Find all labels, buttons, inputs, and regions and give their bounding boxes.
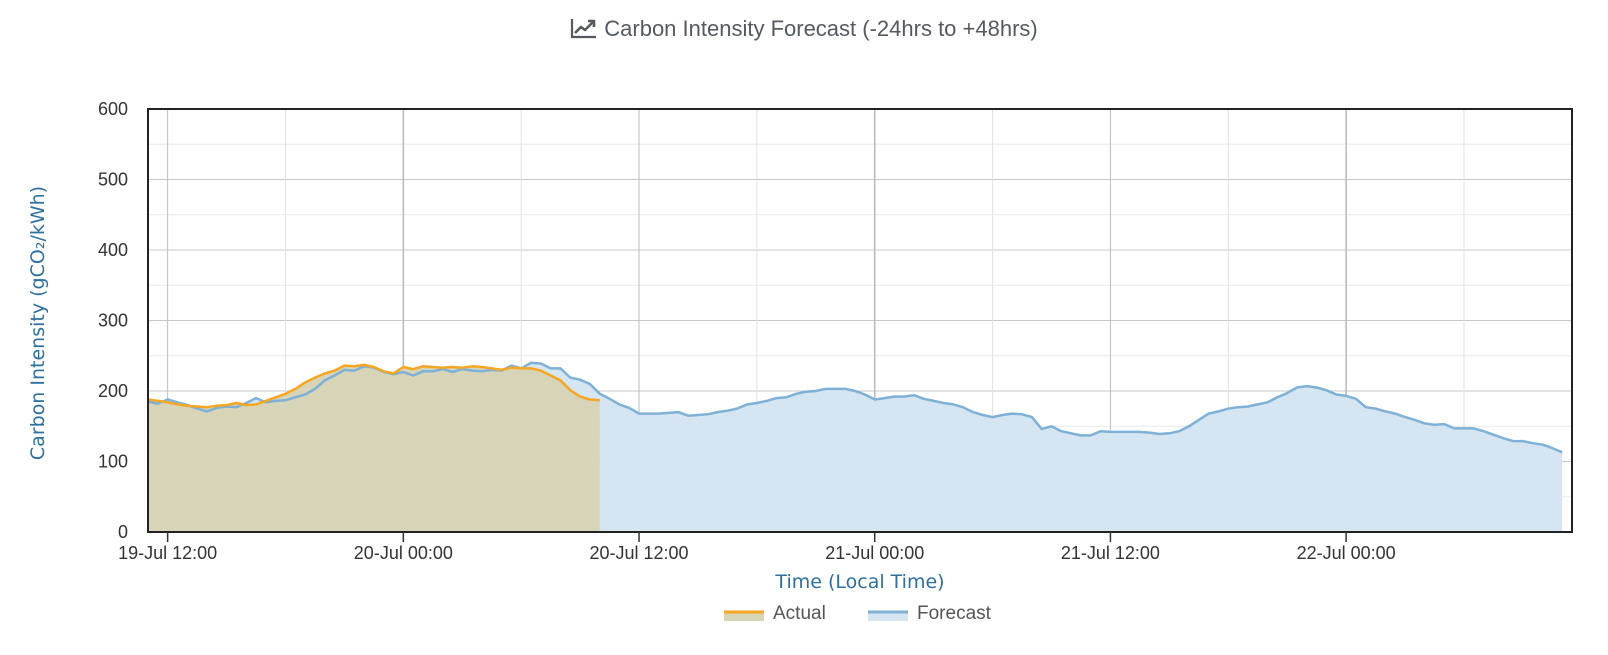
- x-tick-label: 21-Jul 12:00: [1061, 543, 1160, 563]
- chart-title-text: Carbon Intensity Forecast (-24hrs to +48…: [604, 16, 1038, 41]
- actual-line: [147, 363, 600, 409]
- legend-label-forecast[interactable]: Forecast: [917, 603, 992, 624]
- legend-swatch-actual: [724, 611, 764, 621]
- y-tick-label: 100: [98, 452, 128, 472]
- x-tick-label: 22-Jul 00:00: [1297, 543, 1396, 563]
- y-tick-label: 600: [98, 99, 128, 119]
- y-tick-label: 400: [98, 240, 128, 260]
- x-tick-label: 20-Jul 00:00: [354, 543, 453, 563]
- y-tick-label: 200: [98, 381, 128, 401]
- x-axis-ticks: 19-Jul 12:00 20-Jul 00:00 20-Jul 12:00 21-J…: [118, 532, 1396, 563]
- x-tick-label: 21-Jul 00:00: [825, 543, 924, 563]
- y-axis-ticks: 0 100 200 300 400 500 600: [98, 99, 128, 542]
- chart-title: Carbon Intensity Forecast (-24hrs to +48…: [0, 16, 1608, 45]
- legend: Actual Forecast: [724, 603, 992, 624]
- y-tick-label: 300: [98, 311, 128, 331]
- x-tick-label: 19-Jul 12:00: [118, 543, 217, 563]
- x-tick-label: 20-Jul 12:00: [589, 543, 688, 563]
- y-tick-label: 0: [118, 522, 128, 542]
- x-axis-title: Time (Local Time): [774, 571, 944, 593]
- actual-area: [148, 364, 600, 532]
- y-tick-label: 500: [98, 170, 128, 190]
- series-lines: [147, 361, 1563, 454]
- line-chart-icon: [570, 17, 598, 45]
- series-areas: [148, 362, 1563, 532]
- legend-swatch-forecast: [868, 611, 908, 621]
- y-axis-title: Carbon Intensity (gCO₂/kWh): [27, 186, 49, 460]
- plot-frame: [147, 108, 1573, 533]
- legend-label-actual[interactable]: Actual: [773, 603, 826, 624]
